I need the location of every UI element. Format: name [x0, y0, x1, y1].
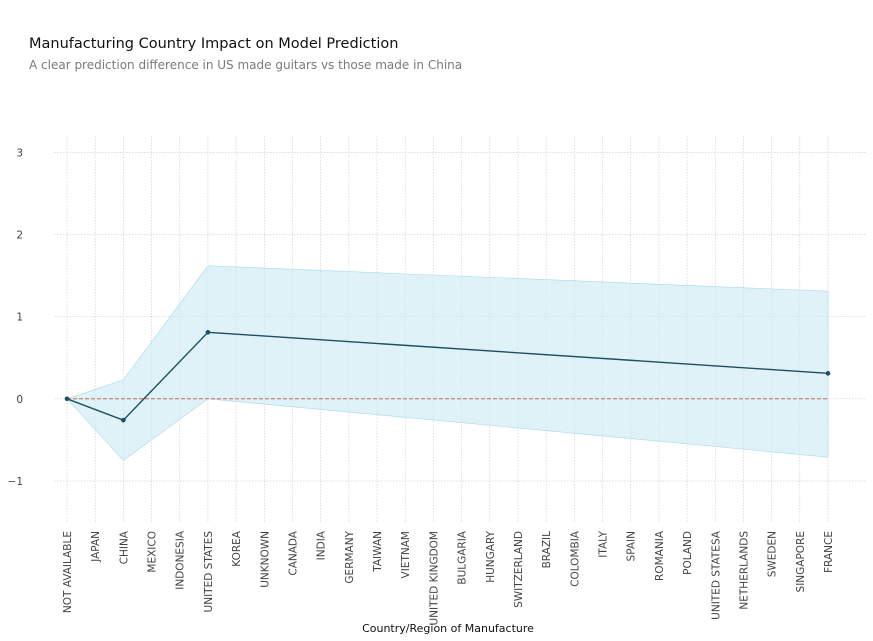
- x-tick-label: ITALY: [598, 530, 610, 557]
- x-tick-label: SWEDEN: [767, 531, 779, 577]
- y-tick-label: −1: [8, 476, 23, 488]
- y-tick-label: 3: [16, 147, 23, 159]
- x-tick-label: INDIA: [316, 530, 328, 560]
- x-tick-label: JAPAN: [90, 531, 102, 563]
- x-tick-label: NETHERLANDS: [738, 531, 750, 610]
- x-tick-label: COLOMBIA: [569, 530, 581, 587]
- x-axis-title: Country/Region of Manufacture: [362, 622, 534, 635]
- data-point: [121, 417, 126, 423]
- x-tick-label: GERMANY: [344, 530, 356, 583]
- chart-title: Manufacturing Country Impact on Model Pr…: [29, 36, 399, 52]
- prediction-line: [66, 331, 829, 421]
- x-tick-label: KOREA: [231, 530, 243, 567]
- x-tick-label: UNITED KINGDOM: [428, 531, 440, 626]
- x-tick-label: CANADA: [287, 530, 299, 575]
- y-tick-label: 2: [16, 230, 23, 242]
- x-tick-label: SINGAPORE: [795, 531, 807, 592]
- x-tick-label: SPAIN: [626, 531, 638, 561]
- x-tick-label: UNITED STATESA: [710, 530, 722, 620]
- chart-subtitle: A clear prediction difference in US made…: [29, 58, 463, 72]
- x-tick-label: FRANCE: [823, 531, 835, 573]
- x-tick-label: NOT AVAILABLE: [62, 531, 74, 613]
- confidence-band: [66, 265, 829, 461]
- data-point: [205, 329, 211, 335]
- x-tick-label: UNITED STATES: [203, 531, 215, 613]
- x-tick-label: INDONESIA: [175, 530, 187, 590]
- y-tick-label: 1: [16, 312, 23, 324]
- x-tick-label: MEXICO: [147, 531, 159, 573]
- x-tick-label: HUNGARY: [485, 530, 497, 582]
- x-tick-label: BULGARIA: [457, 530, 469, 584]
- x-tick-label: TAIWAN: [372, 531, 384, 573]
- x-tick-label: BRAZIL: [541, 531, 553, 569]
- x-tick-label: POLAND: [682, 531, 694, 575]
- x-tick-label: UNKNOWN: [259, 531, 271, 588]
- data-point: [64, 396, 70, 402]
- x-tick-label: SWITZERLAND: [513, 531, 525, 608]
- data-point: [825, 371, 831, 376]
- x-tick-label: CHINA: [118, 530, 130, 564]
- x-tick-label: VIETNAM: [400, 531, 412, 578]
- y-tick-label: 0: [16, 394, 23, 406]
- x-tick-label: ROMANIA: [654, 530, 666, 581]
